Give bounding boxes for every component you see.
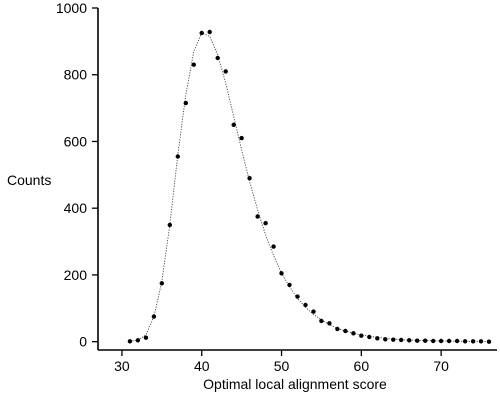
data-point (335, 326, 340, 332)
x-tick-label: 30 (114, 358, 130, 374)
data-point (454, 338, 460, 344)
x-axis-label: Optimal local alignment score (203, 376, 387, 392)
data-point (167, 222, 172, 228)
axis-labels: Optimal local alignment score Counts (7, 172, 387, 392)
data-point (438, 338, 444, 344)
data-point (431, 338, 436, 344)
data-point (343, 328, 348, 334)
y-tick-label: 400 (64, 200, 88, 216)
data-point (207, 29, 212, 35)
y-tick-label: 800 (64, 67, 88, 83)
data-point (295, 294, 300, 299)
axes: 0 200 400 600 800 1000 30 40 50 60 70 (56, 0, 497, 374)
data-point (423, 338, 428, 343)
data-point (135, 338, 141, 343)
data-point (470, 339, 476, 344)
data-point (446, 338, 452, 344)
data-point (415, 338, 420, 343)
data-point (486, 339, 492, 344)
y-axis-label: Counts (7, 172, 51, 188)
data-point (255, 214, 260, 219)
data-point (327, 321, 332, 326)
data-point (399, 337, 404, 343)
data-points (127, 29, 492, 344)
data-point (367, 334, 372, 340)
fit-curve-layer (129, 32, 490, 343)
data-point (383, 337, 388, 342)
y-tick-label: 0 (79, 334, 87, 350)
data-point (351, 331, 356, 336)
x-tick-label: 50 (274, 358, 290, 374)
y-tick-label: 1000 (56, 0, 87, 16)
data-point (215, 55, 220, 61)
data-point (303, 302, 308, 308)
data-point (159, 281, 164, 286)
x-tick-label: 70 (433, 358, 449, 374)
data-point (287, 282, 292, 288)
data-point (175, 154, 180, 159)
data-point (263, 221, 268, 226)
data-point (231, 122, 236, 128)
data-point (183, 100, 188, 106)
x-tick-label: 40 (194, 358, 210, 374)
data-point (311, 309, 316, 314)
y-tick-label: 600 (64, 133, 88, 149)
data-point (271, 244, 276, 249)
data-point (239, 135, 244, 141)
data-point (359, 333, 364, 338)
data-point (247, 176, 252, 181)
data-point (478, 339, 484, 344)
data-point (279, 271, 284, 276)
x-tick-label: 60 (354, 358, 370, 374)
data-point (151, 314, 157, 319)
data-point (223, 69, 228, 74)
data-point (391, 337, 396, 342)
data-point (191, 62, 196, 67)
y-tick-label: 200 (64, 267, 88, 283)
data-point (127, 339, 133, 344)
data-point (375, 336, 380, 341)
fit-curve (129, 32, 490, 343)
data-point (462, 339, 468, 344)
data-point (143, 335, 149, 340)
data-point (319, 318, 324, 324)
data-point (199, 30, 204, 36)
data-point (407, 338, 412, 343)
